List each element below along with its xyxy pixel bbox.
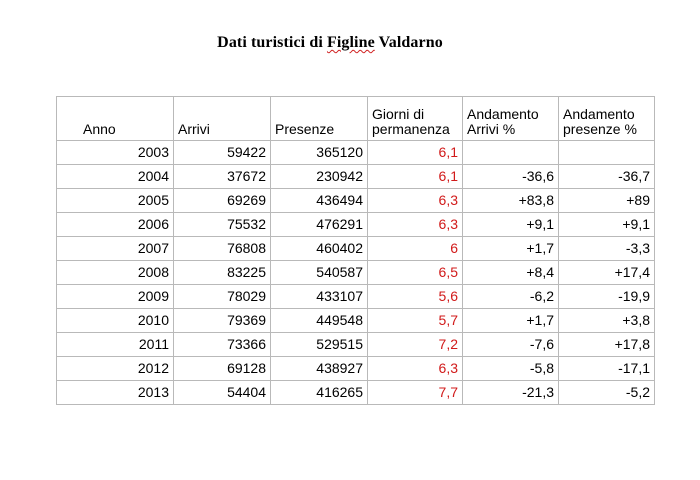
cell-arrivi: 83225 (173, 260, 271, 285)
cell-giorni-permanenza: 5,7 (367, 308, 463, 333)
header-anno: Anno (56, 96, 174, 141)
cell-andamento-presenze: -5,2 (558, 380, 655, 405)
title-spellcheck-word: Figline (326, 34, 375, 51)
cell-anno: 2011 (56, 332, 174, 357)
cell-arrivi: 76808 (173, 236, 271, 261)
cell-andamento-arrivi: -21,3 (462, 380, 559, 405)
cell-presenze: 433107 (270, 284, 368, 309)
cell-presenze: 460402 (270, 236, 368, 261)
cell-anno: 2006 (56, 212, 174, 237)
table-row: 2009 78029 433107 5,6 -6,2 -19,9 (56, 284, 655, 309)
header-arrivi: Arrivi (173, 96, 271, 141)
cell-andamento-presenze: +9,1 (558, 212, 655, 237)
header-andamento-arrivi: Andamento Arrivi % (462, 96, 559, 141)
cell-andamento-presenze: -36,7 (558, 164, 655, 189)
cell-presenze: 529515 (270, 332, 368, 357)
table-row: 2004 37672 230942 6,1 -36,6 -36,7 (56, 164, 655, 189)
cell-andamento-arrivi: +9,1 (462, 212, 559, 237)
cell-andamento-arrivi: +8,4 (462, 260, 559, 285)
cell-presenze: 416265 (270, 380, 368, 405)
cell-andamento-presenze: +89 (558, 188, 655, 213)
table-row: 2008 83225 540587 6,5 +8,4 +17,4 (56, 260, 655, 285)
cell-anno: 2009 (56, 284, 174, 309)
cell-giorni-permanenza: 6,3 (367, 188, 463, 213)
cell-presenze: 476291 (270, 212, 368, 237)
cell-presenze: 230942 (270, 164, 368, 189)
cell-arrivi: 69269 (173, 188, 271, 213)
cell-andamento-presenze: +17,8 (558, 332, 655, 357)
table-row: 2005 69269 436494 6,3 +83,8 +89 (56, 188, 655, 213)
cell-andamento-presenze (558, 140, 655, 165)
cell-anno: 2013 (56, 380, 174, 405)
title-suffix: Valdarno (374, 34, 443, 51)
cell-andamento-presenze: +17,4 (558, 260, 655, 285)
table-row: 2003 59422 365120 6,1 (56, 140, 655, 165)
cell-anno: 2010 (56, 308, 174, 333)
cell-andamento-presenze: -17,1 (558, 356, 655, 381)
table-row: 2007 76808 460402 6 +1,7 -3,3 (56, 236, 655, 261)
cell-anno: 2005 (56, 188, 174, 213)
cell-giorni-permanenza: 6,5 (367, 260, 463, 285)
cell-giorni-permanenza: 6 (367, 236, 463, 261)
cell-giorni-permanenza: 6,1 (367, 140, 463, 165)
table-row: 2011 73366 529515 7,2 -7,6 +17,8 (56, 332, 655, 357)
cell-andamento-arrivi: -7,6 (462, 332, 559, 357)
cell-giorni-permanenza: 6,1 (367, 164, 463, 189)
cell-giorni-permanenza: 6,3 (367, 356, 463, 381)
cell-arrivi: 37672 (173, 164, 271, 189)
cell-arrivi: 79369 (173, 308, 271, 333)
cell-andamento-arrivi: +1,7 (462, 308, 559, 333)
cell-giorni-permanenza: 7,7 (367, 380, 463, 405)
cell-arrivi: 59422 (173, 140, 271, 165)
cell-andamento-arrivi (462, 140, 559, 165)
cell-andamento-arrivi: +1,7 (462, 236, 559, 261)
cell-anno: 2004 (56, 164, 174, 189)
cell-presenze: 438927 (270, 356, 368, 381)
cell-arrivi: 78029 (173, 284, 271, 309)
cell-andamento-arrivi: +83,8 (462, 188, 559, 213)
cell-presenze: 436494 (270, 188, 368, 213)
tourism-data-table: Anno Arrivi Presenze Giorni di permanenz… (56, 96, 655, 405)
cell-andamento-presenze: -19,9 (558, 284, 655, 309)
header-giorni-permanenza: Giorni di permanenza (367, 96, 463, 141)
cell-presenze: 365120 (270, 140, 368, 165)
cell-anno: 2008 (56, 260, 174, 285)
cell-andamento-arrivi: -36,6 (462, 164, 559, 189)
table-header-row: Anno Arrivi Presenze Giorni di permanenz… (56, 96, 655, 141)
cell-presenze: 449548 (270, 308, 368, 333)
cell-arrivi: 69128 (173, 356, 271, 381)
table-row: 2010 79369 449548 5,7 +1,7 +3,8 (56, 308, 655, 333)
cell-andamento-presenze: +3,8 (558, 308, 655, 333)
title-prefix: Dati turistici di (217, 34, 327, 51)
table-row: 2013 54404 416265 7,7 -21,3 -5,2 (56, 380, 655, 405)
cell-anno: 2012 (56, 356, 174, 381)
cell-giorni-permanenza: 7,2 (367, 332, 463, 357)
cell-andamento-arrivi: -6,2 (462, 284, 559, 309)
table-row: 2012 69128 438927 6,3 -5,8 -17,1 (56, 356, 655, 381)
cell-arrivi: 75532 (173, 212, 271, 237)
document-title: Dati turistici di Figline Valdarno (0, 34, 660, 52)
table-row: 2006 75532 476291 6,3 +9,1 +9,1 (56, 212, 655, 237)
cell-anno: 2003 (56, 140, 174, 165)
header-andamento-presenze: Andamento presenze % (558, 96, 655, 141)
cell-arrivi: 54404 (173, 380, 271, 405)
cell-presenze: 540587 (270, 260, 368, 285)
cell-anno: 2007 (56, 236, 174, 261)
cell-giorni-permanenza: 5,6 (367, 284, 463, 309)
cell-andamento-presenze: -3,3 (558, 236, 655, 261)
cell-giorni-permanenza: 6,3 (367, 212, 463, 237)
header-presenze: Presenze (270, 96, 368, 141)
cell-andamento-arrivi: -5,8 (462, 356, 559, 381)
cell-arrivi: 73366 (173, 332, 271, 357)
